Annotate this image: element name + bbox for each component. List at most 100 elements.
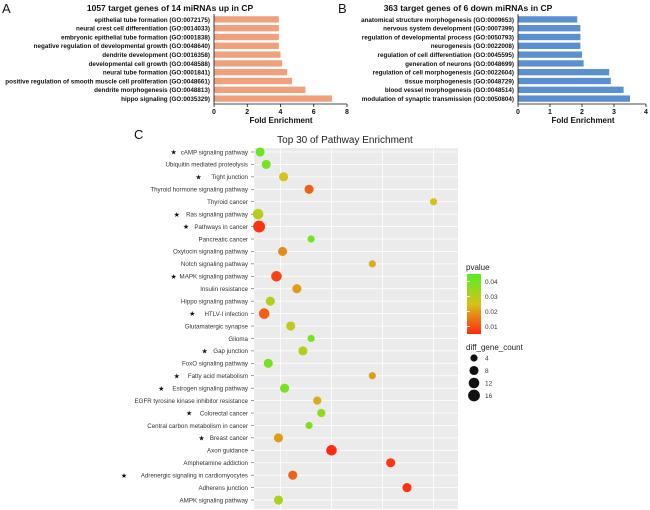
pathway-point	[273, 495, 284, 505]
pathway-point	[288, 470, 298, 480]
pathway-label: Breast cancer	[210, 435, 248, 442]
x-tick-label: 4	[279, 109, 283, 116]
count-legend-dot	[469, 365, 479, 376]
pathway-label: Adrenergic signaling in cardiomyocytes	[141, 472, 248, 479]
pathway-label: Amphetamine addiction	[183, 460, 248, 467]
bar	[518, 60, 584, 67]
pathway-label: Ubiquitin mediated proteolysis	[165, 162, 248, 169]
bar	[214, 25, 279, 32]
pathway-label: EGFR tyrosine kinase inhibitor resistanc…	[135, 398, 249, 405]
pvalue-colorbar	[467, 274, 481, 334]
panel-a-title: 1057 target genes of 14 miRNAs up in CP	[87, 3, 254, 13]
bar-category-label: negative regulation of developmental gro…	[34, 43, 210, 50]
bar-category-label: positive regulation of smooth muscle cel…	[5, 78, 210, 85]
pathway-label: FoxO signaling pathway	[182, 361, 249, 368]
pvalue-tick-label: 0.02	[485, 309, 498, 316]
panel-b-category-labels: anatomical structure morphogenesis (GO:0…	[361, 17, 514, 103]
pathway-point	[304, 184, 314, 194]
panel-b-xlabel: Fold Enrichment	[551, 116, 614, 125]
bar	[214, 16, 279, 23]
pathway-point	[305, 421, 313, 430]
x-tick-label: 1	[548, 109, 552, 116]
bar	[214, 60, 283, 67]
pathway-point	[253, 220, 265, 233]
highlight-star-icon: ★	[171, 149, 177, 157]
pathway-point	[317, 408, 326, 418]
pathway-point	[402, 483, 412, 493]
bar-category-label: modulation of synaptic transmission (GO:…	[362, 96, 514, 103]
x-tick-label: 2	[245, 109, 249, 116]
pathway-point	[279, 172, 289, 182]
pathway-label: Tight junction	[211, 174, 248, 181]
highlight-star-icon: ★	[195, 173, 201, 181]
highlight-star-icon: ★	[174, 372, 180, 380]
pathway-label: Colorectal cancer	[200, 410, 248, 417]
pvalue-legend-title: pvalue	[466, 263, 490, 272]
pathway-label: Thyroid hormone signaling pathway	[150, 187, 249, 194]
pathway-point	[326, 445, 337, 456]
pathway-point	[368, 372, 376, 380]
pvalue-legend-ticks: 0.04 0.03 0.02 0.01	[467, 279, 498, 331]
panel-b: 363 target genes of 6 down miRNAs in CP …	[361, 3, 648, 125]
bar	[214, 77, 293, 85]
count-legend-label: 8	[485, 368, 489, 375]
bar	[214, 33, 279, 41]
highlight-star-icon: ★	[186, 410, 192, 418]
panel-a-xlabel: Fold Enrichment	[249, 116, 312, 125]
pathway-point	[252, 208, 264, 220]
bar	[518, 25, 581, 32]
highlight-star-icon: ★	[174, 211, 180, 219]
x-tick-label: 3	[612, 109, 616, 116]
pathway-point	[271, 271, 282, 282]
pathway-point	[261, 159, 271, 169]
pathway-label: Central carbon metabolism in cancer	[147, 423, 248, 430]
pvalue-tick-label: 0.01	[485, 324, 498, 331]
pathway-point	[255, 147, 265, 157]
pathway-label: AMPK signaling pathway	[180, 497, 249, 504]
pathway-point	[292, 284, 302, 294]
panel-label-a: A	[2, 1, 11, 16]
pathway-point	[258, 308, 270, 319]
pathway-point	[386, 458, 396, 468]
panel-c-title: Top 30 of Pathway Enrichment	[277, 135, 413, 146]
panel-c: Top 30 of Pathway Enrichment cAMP signal…	[121, 135, 524, 509]
pathway-label: MAPK signaling pathway	[180, 274, 249, 281]
pathway-label: Fatty acid metabolism	[188, 373, 248, 380]
bar-category-label: dendrite morphogenesis (GO:0048813)	[94, 87, 210, 94]
count-legend-label: 4	[485, 355, 489, 362]
pathway-label: cAMP signaling pathway	[181, 149, 249, 156]
x-tick-label: 0	[212, 109, 216, 116]
pathway-point	[429, 198, 438, 206]
count-legend-dot	[468, 377, 480, 389]
bar-category-label: tissue morphogenesis (GO:0048729)	[405, 78, 514, 85]
bar-category-label: neural crest cell differentiation (GO:00…	[76, 26, 210, 33]
count-legend-label: 12	[485, 380, 493, 387]
bar	[518, 16, 578, 23]
bar	[214, 69, 288, 76]
pathway-label: Gap junction	[213, 348, 248, 355]
pathway-label: Pancreatic cancer	[198, 236, 248, 243]
pathway-point	[368, 260, 376, 268]
panel-label-b: B	[338, 1, 347, 16]
bar-category-label: hippo signaling (GO:0035329)	[121, 96, 210, 103]
pathway-point	[273, 433, 284, 443]
highlight-star-icon: ★	[198, 434, 204, 442]
pathway-label: HTLV-I infection	[204, 311, 248, 318]
pathway-point	[263, 358, 273, 368]
bar-category-label: neural tube formation (GO:0001841)	[103, 70, 210, 77]
pvalue-legend: pvalue 0.04 0.03 0.02 0.01	[466, 263, 498, 334]
x-tick-label: 6	[312, 109, 316, 116]
bar-category-label: blood vessel morphogenesis (GO:0048514)	[385, 87, 514, 94]
bar-category-label: anatomical structure morphogenesis (GO:0…	[361, 17, 514, 24]
highlight-star-icon: ★	[202, 347, 208, 355]
pathway-point	[278, 246, 288, 256]
count-legend-title: diff_gene_count	[466, 343, 524, 352]
pathway-label: Pathways in cancer	[194, 224, 248, 231]
bar	[518, 77, 611, 85]
panel-c-category-labels: cAMP signaling pathway ★ Ubiquitin mediate…	[121, 149, 254, 504]
bar-category-label: nervous system development (GO:0007399)	[383, 26, 514, 33]
bar	[518, 95, 630, 102]
bar	[214, 86, 306, 93]
bar-category-label: developmental cell growth (GO:0048588)	[89, 61, 210, 68]
